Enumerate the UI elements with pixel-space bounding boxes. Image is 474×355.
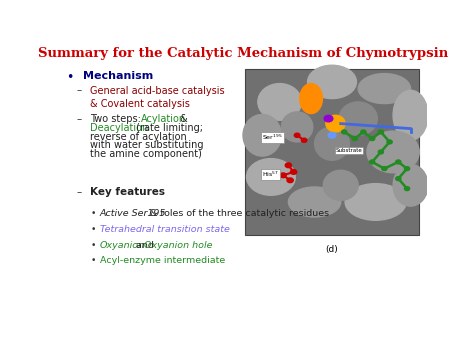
Circle shape (382, 166, 387, 170)
Circle shape (291, 170, 297, 174)
Ellipse shape (358, 73, 410, 104)
Text: with water substituting: with water substituting (91, 141, 204, 151)
Ellipse shape (246, 159, 295, 195)
Circle shape (370, 160, 375, 164)
Circle shape (301, 138, 307, 142)
Ellipse shape (393, 164, 428, 206)
Text: Acylation: Acylation (141, 114, 186, 124)
Text: –: – (77, 187, 82, 197)
Circle shape (370, 137, 375, 141)
Circle shape (280, 173, 286, 178)
Text: Summary for the Catalytic Mechanism of Chymotrypsin: Summary for the Catalytic Mechanism of C… (38, 47, 448, 60)
Circle shape (342, 130, 347, 134)
Text: Substrate: Substrate (336, 148, 362, 153)
Circle shape (287, 178, 293, 182)
Circle shape (396, 177, 401, 181)
Text: General acid-base catalysis
& Covalent catalysis: General acid-base catalysis & Covalent c… (91, 86, 225, 109)
Text: and: and (133, 241, 156, 250)
Ellipse shape (345, 184, 406, 220)
Circle shape (378, 130, 383, 134)
Text: Oxyanion hole: Oxyanion hole (145, 241, 213, 250)
FancyBboxPatch shape (245, 69, 419, 235)
Ellipse shape (243, 114, 282, 156)
Ellipse shape (308, 65, 356, 99)
Ellipse shape (323, 170, 358, 200)
Text: (d): (d) (326, 245, 338, 254)
Text: •: • (91, 256, 96, 265)
Ellipse shape (288, 187, 341, 217)
Text: (rate limiting;: (rate limiting; (133, 123, 203, 133)
Text: •: • (66, 71, 74, 84)
Circle shape (387, 140, 392, 144)
Text: &: & (177, 114, 188, 124)
Circle shape (361, 130, 366, 134)
Text: Mechanism: Mechanism (83, 71, 154, 81)
Circle shape (294, 133, 300, 137)
Text: reverse of acylation: reverse of acylation (91, 132, 187, 142)
Circle shape (396, 160, 401, 164)
Circle shape (328, 132, 336, 138)
Circle shape (404, 187, 410, 191)
Ellipse shape (300, 83, 322, 114)
Text: Key features: Key features (91, 187, 165, 197)
Text: Two steps:: Two steps: (91, 114, 145, 124)
Text: Deacylation: Deacylation (91, 123, 149, 133)
Text: –: – (77, 86, 82, 95)
Circle shape (352, 137, 357, 141)
Ellipse shape (282, 112, 313, 142)
Text: •: • (91, 241, 96, 250)
Circle shape (404, 166, 410, 170)
Circle shape (324, 115, 333, 122)
Text: •: • (91, 209, 96, 218)
Text: •: • (91, 225, 96, 234)
Ellipse shape (326, 115, 345, 132)
Circle shape (378, 150, 383, 154)
Text: Acyl-enzyme intermediate: Acyl-enzyme intermediate (100, 256, 225, 265)
Ellipse shape (367, 131, 419, 173)
Text: the amine component): the amine component) (91, 149, 202, 159)
Ellipse shape (339, 102, 377, 135)
Ellipse shape (315, 127, 349, 160)
Text: Ser$^{195}$: Ser$^{195}$ (262, 133, 283, 142)
Text: & roles of the three catalytic residues: & roles of the three catalytic residues (150, 209, 329, 218)
Ellipse shape (393, 90, 428, 140)
Text: –: – (77, 114, 82, 124)
Circle shape (285, 163, 292, 168)
Text: His$^{57}$: His$^{57}$ (262, 170, 279, 179)
Text: Tetrahedral transition state: Tetrahedral transition state (100, 225, 229, 234)
Ellipse shape (258, 83, 301, 120)
Text: Active Ser195: Active Ser195 (100, 209, 166, 218)
Text: Oxyanion: Oxyanion (100, 241, 145, 250)
